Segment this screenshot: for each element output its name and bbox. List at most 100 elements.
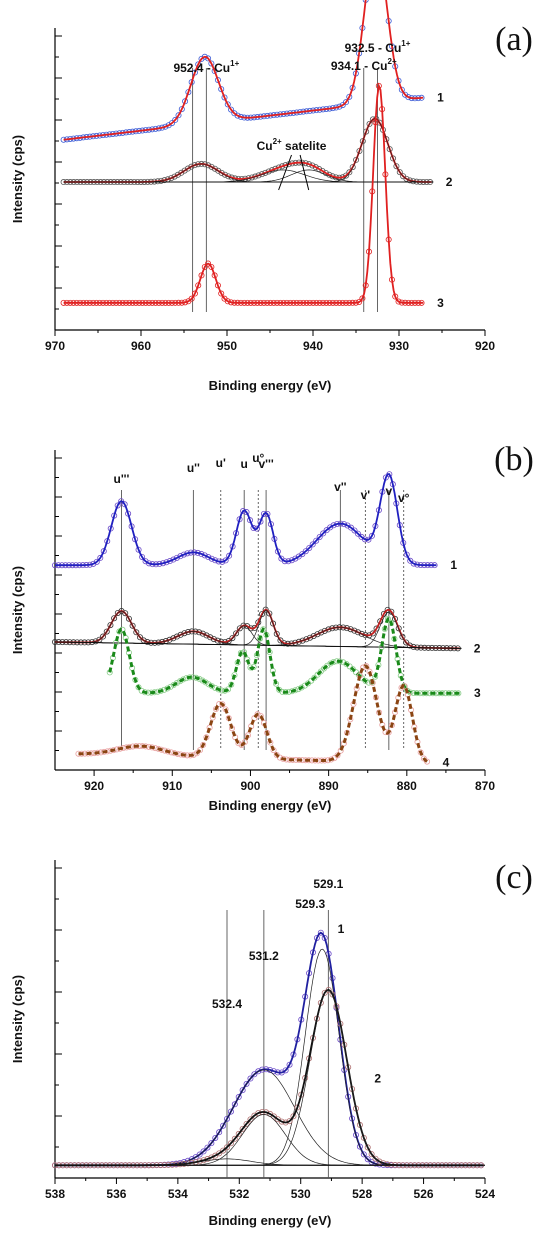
data-point bbox=[398, 684, 405, 691]
data-point bbox=[93, 558, 100, 565]
data-point bbox=[212, 1134, 219, 1141]
x-tick-label: 534 bbox=[168, 1187, 188, 1201]
x-tick-label: 536 bbox=[106, 1187, 126, 1201]
series-fit-1 bbox=[55, 931, 483, 1167]
x-tick-label: 930 bbox=[389, 339, 409, 353]
x-tick-label: 532 bbox=[229, 1187, 249, 1201]
data-point bbox=[266, 610, 273, 617]
data-point bbox=[233, 630, 240, 637]
data-point bbox=[220, 1147, 227, 1154]
peak-annotation: 529.3 bbox=[295, 897, 325, 911]
series-fit-1 bbox=[63, 0, 424, 141]
data-point bbox=[205, 55, 212, 62]
data-point bbox=[307, 634, 314, 641]
data-point bbox=[208, 163, 215, 170]
data-point bbox=[250, 525, 257, 532]
data-point bbox=[362, 678, 369, 685]
data-point bbox=[239, 1125, 246, 1132]
data-point bbox=[420, 755, 427, 762]
data-point bbox=[320, 530, 327, 537]
data-point bbox=[208, 555, 215, 562]
curve-label-4: 4 bbox=[443, 755, 450, 769]
component-peak bbox=[55, 1114, 483, 1166]
data-point bbox=[215, 167, 222, 174]
data-point bbox=[227, 1140, 234, 1147]
x-axis-label: Binding energy (eV) bbox=[209, 378, 332, 393]
data-point bbox=[424, 758, 431, 765]
data-point bbox=[100, 633, 107, 640]
data-point bbox=[175, 112, 182, 119]
data-point bbox=[226, 552, 233, 559]
panel-label: (b) bbox=[494, 441, 534, 478]
data-point bbox=[243, 509, 250, 516]
panel-b: 920 910 900 890 880 870 Binding energy (eV) Int… bbox=[10, 441, 534, 813]
y-axis-label: Intensity (cps) bbox=[10, 135, 25, 223]
data-point bbox=[346, 169, 353, 176]
data-point bbox=[243, 1120, 250, 1127]
data-point bbox=[311, 674, 318, 681]
data-point bbox=[403, 639, 410, 646]
data-point bbox=[199, 630, 206, 637]
data-point bbox=[135, 684, 142, 691]
curve-label-1: 1 bbox=[437, 91, 444, 105]
data-point bbox=[205, 260, 212, 267]
data-point bbox=[363, 663, 370, 670]
data-point bbox=[299, 551, 306, 558]
data-point bbox=[208, 263, 215, 270]
x-tick-label: 920 bbox=[475, 339, 495, 353]
x-tick-label: 960 bbox=[131, 339, 151, 353]
data-point bbox=[212, 557, 219, 564]
x-tick-label: 870 bbox=[475, 779, 495, 793]
data-point bbox=[286, 1118, 293, 1125]
data-point bbox=[219, 701, 226, 708]
arrow bbox=[278, 154, 292, 191]
data-point bbox=[191, 290, 198, 297]
peak-label: u''' bbox=[114, 472, 130, 486]
data-point bbox=[218, 290, 225, 297]
data-point bbox=[224, 101, 231, 108]
data-point bbox=[168, 175, 175, 182]
series-points-2 bbox=[52, 986, 485, 1169]
peak-annotation: 532.4 bbox=[212, 997, 242, 1011]
data-point bbox=[321, 989, 328, 996]
data-point bbox=[170, 556, 177, 563]
data-point bbox=[368, 1159, 375, 1166]
series-points-1 bbox=[52, 471, 438, 569]
series-fit-2 bbox=[55, 988, 483, 1167]
data-point bbox=[322, 169, 329, 176]
data-point bbox=[122, 610, 129, 617]
data-point bbox=[171, 173, 178, 180]
data-point bbox=[306, 544, 313, 551]
data-point bbox=[393, 163, 400, 170]
data-point bbox=[282, 1067, 289, 1074]
data-point bbox=[139, 553, 146, 560]
component-peak bbox=[55, 1069, 483, 1166]
x-axis-label: Binding energy (eV) bbox=[209, 1213, 332, 1228]
data-point bbox=[170, 635, 177, 642]
data-point bbox=[316, 166, 323, 173]
panel-c: 538 536 534 532 530 528 526 524 Binding energy (… bbox=[10, 859, 533, 1228]
panel-a: 970 960 950 940 930 920 Binding energy (eV) Int… bbox=[10, 0, 533, 393]
data-point bbox=[314, 671, 321, 678]
data-point bbox=[310, 633, 317, 640]
data-point bbox=[321, 627, 328, 634]
data-point bbox=[399, 633, 406, 640]
data-point bbox=[360, 1151, 367, 1158]
component-peak bbox=[55, 990, 483, 1166]
data-point bbox=[346, 93, 353, 100]
x-tick-label: 526 bbox=[414, 1187, 434, 1201]
data-point bbox=[228, 106, 235, 113]
data-point bbox=[235, 1094, 242, 1101]
data-point bbox=[198, 55, 205, 62]
data-point bbox=[225, 173, 232, 180]
data-point bbox=[303, 636, 310, 643]
data-point bbox=[196, 747, 203, 754]
data-point bbox=[177, 553, 184, 560]
data-point bbox=[207, 634, 214, 641]
data-point bbox=[329, 991, 336, 998]
peak-label: v''' bbox=[258, 457, 273, 471]
curve-label-3: 3 bbox=[474, 686, 481, 700]
peak-annotation: 934.1 - Cu2+ bbox=[331, 57, 397, 73]
data-point bbox=[395, 298, 402, 305]
data-point bbox=[97, 554, 104, 561]
